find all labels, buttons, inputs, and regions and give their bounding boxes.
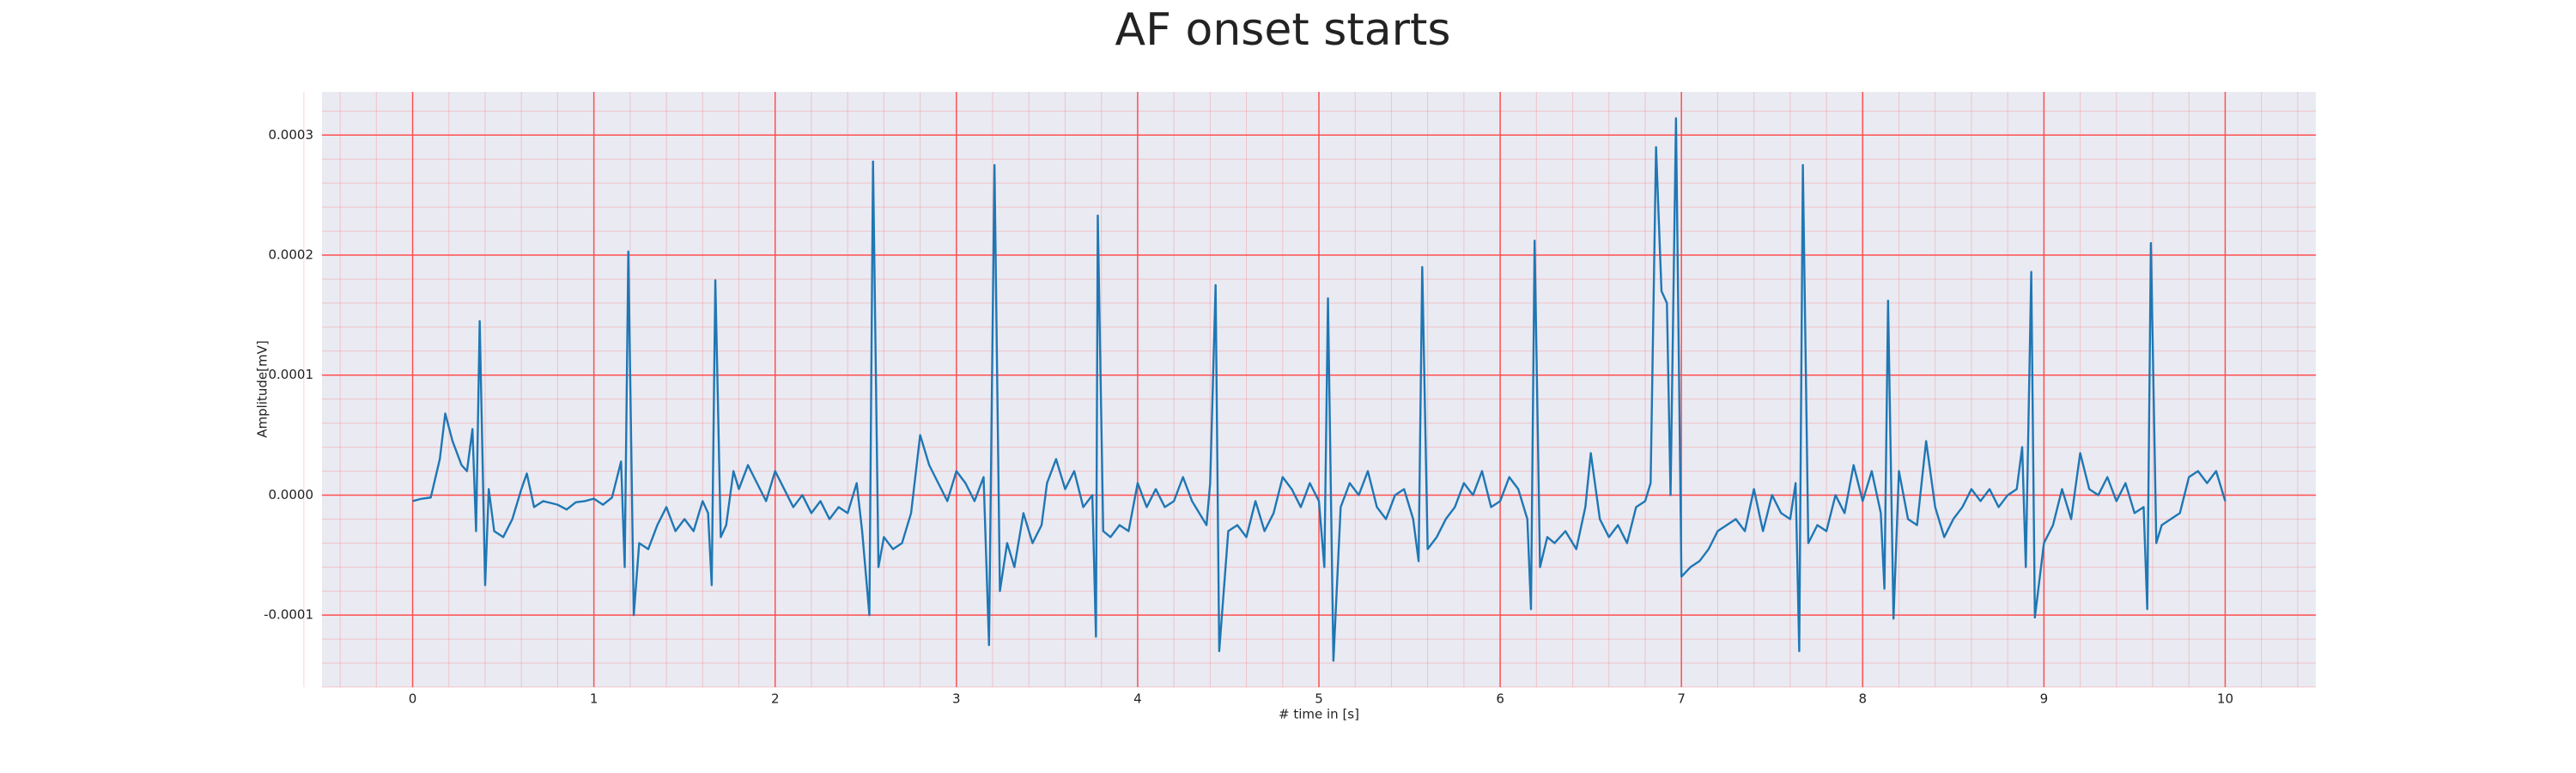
y-tick-label: 0.0001 (269, 367, 314, 382)
x-tick-label: 2 (771, 691, 780, 707)
ecg-line (412, 117, 2227, 662)
y-tick-label: 0.0002 (269, 247, 314, 263)
x-axis-label: # time in [s] (1279, 707, 1359, 722)
y-tick-label: -0.0001 (264, 607, 313, 623)
chart-title: AF onset starts (1115, 4, 1451, 56)
x-tick-label: 8 (1858, 691, 1867, 707)
x-tick-label: 5 (1315, 691, 1323, 707)
x-tick-label: 1 (590, 691, 598, 707)
x-tick-label: 4 (1133, 691, 1142, 707)
x-tick-label: 10 (2217, 691, 2233, 707)
x-tick-label: 3 (952, 691, 961, 707)
x-tick-label: 7 (1677, 691, 1686, 707)
x-tick-label: 9 (2040, 691, 2049, 707)
y-tick-label: 0.0000 (269, 487, 314, 502)
y-tick-label: 0.0003 (269, 127, 314, 143)
x-tick-label: 6 (1496, 691, 1504, 707)
x-tick-label: 0 (409, 691, 417, 707)
y-axis-label: Amplitude[mV] (255, 340, 270, 437)
